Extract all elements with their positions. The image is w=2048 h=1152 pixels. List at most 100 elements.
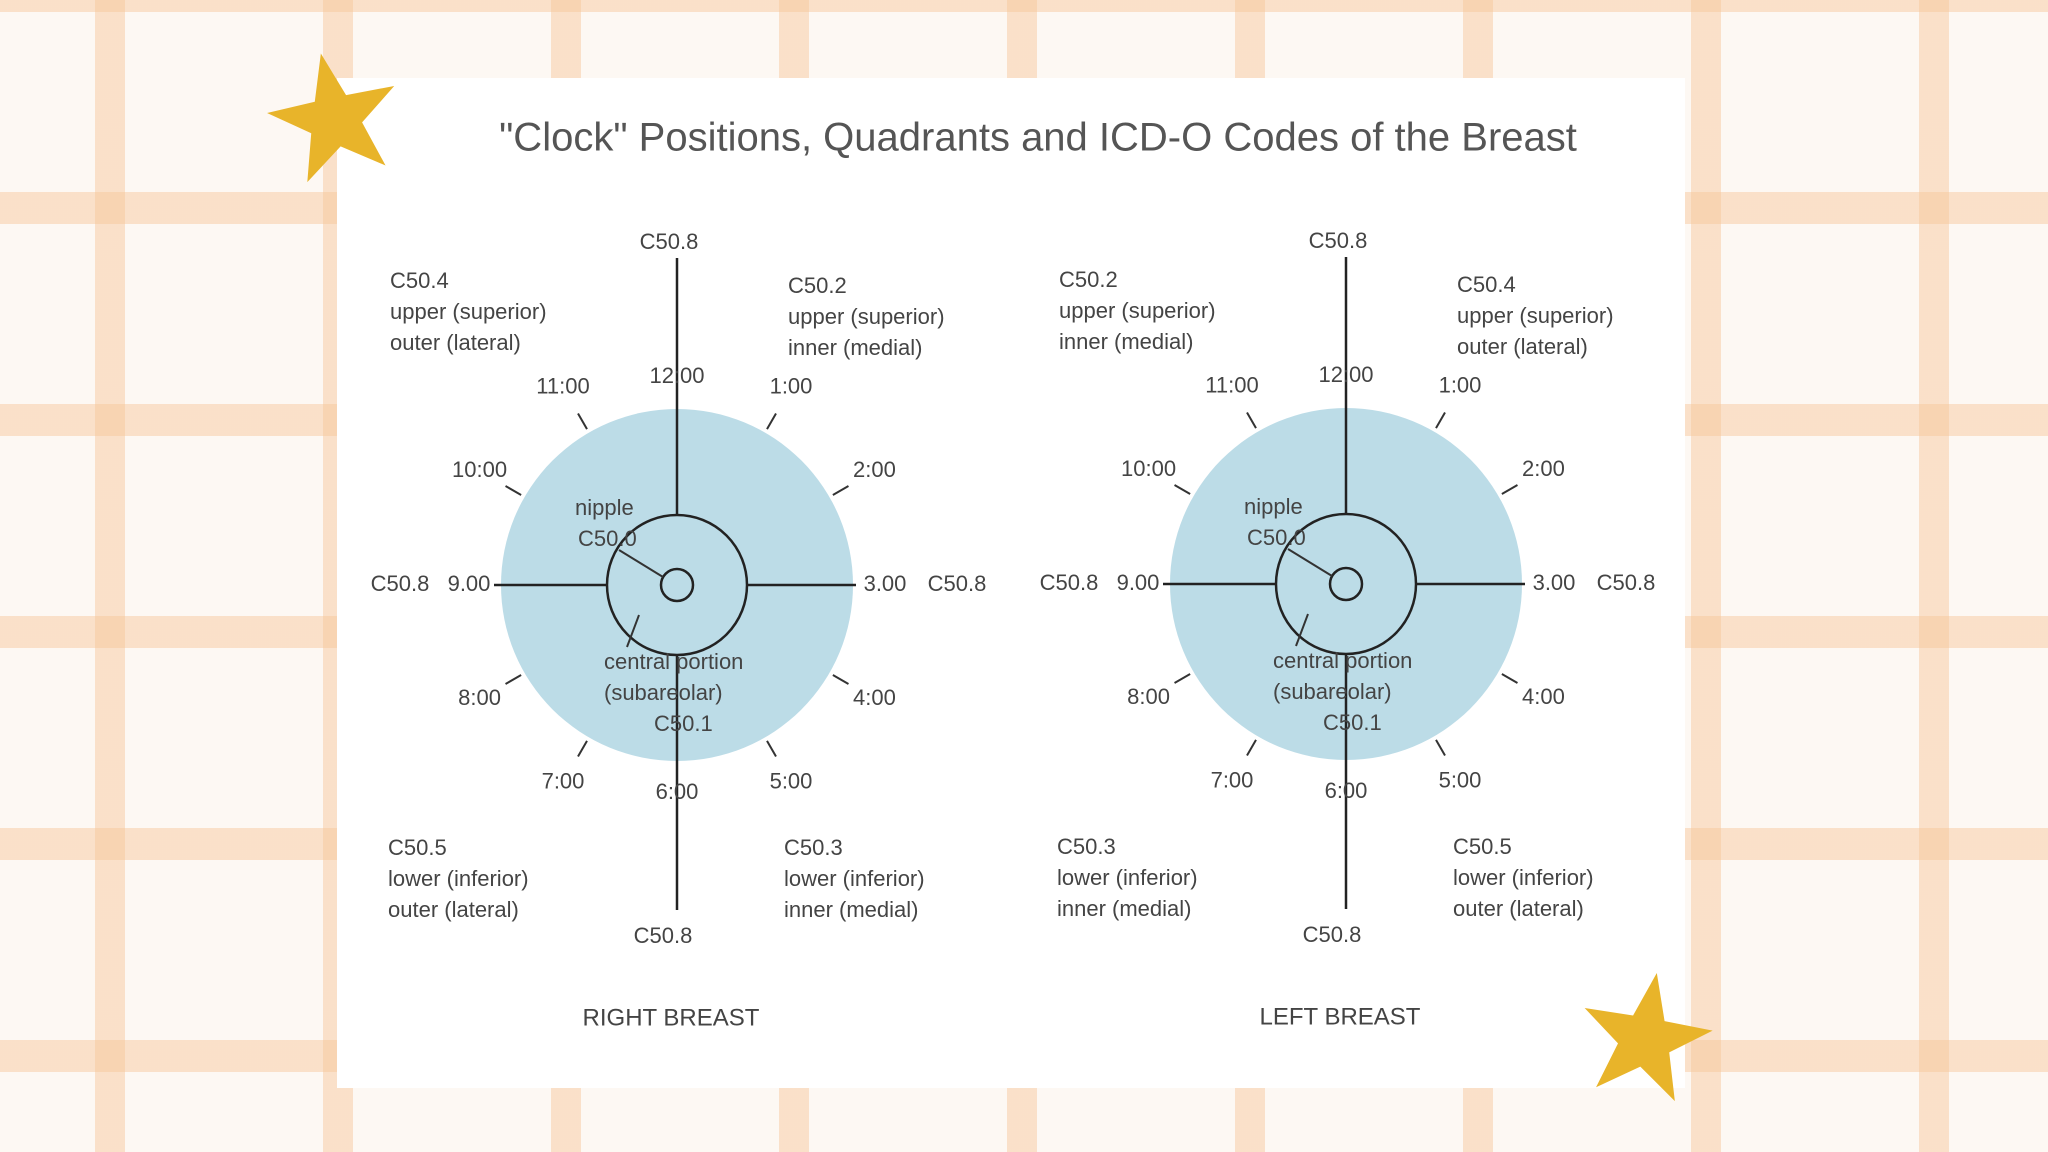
nipple-label: C50.0 xyxy=(1247,525,1306,550)
clock-tick xyxy=(1246,412,1257,429)
breast-diagram: 12:00 1:00 2:00 3.00 4:00 5:00 6:00 7:00 8:00 9.0… xyxy=(371,229,987,1032)
axis-code: C50.8 xyxy=(1597,570,1656,595)
quadrant-text: upper (superior) xyxy=(1059,298,1216,323)
nipple xyxy=(659,567,695,603)
central-label: C50.1 xyxy=(1323,710,1382,735)
clock-label: 12:00 xyxy=(1318,362,1373,387)
clock-label: 8:00 xyxy=(1127,684,1170,709)
axis-code: C50.8 xyxy=(1303,922,1362,947)
quadrant-text: inner (medial) xyxy=(1059,329,1194,354)
clock-tick xyxy=(766,413,777,430)
pointer xyxy=(1287,548,1333,577)
clock-label: 9.00 xyxy=(1117,570,1160,595)
clock-label: 1:00 xyxy=(770,373,813,398)
breast-caption: LEFT BREAST xyxy=(1260,1003,1421,1030)
clock-tick xyxy=(1435,739,1446,756)
clock-label: 3.00 xyxy=(864,571,907,596)
clock-label: 12:00 xyxy=(649,363,704,388)
clock-tick xyxy=(1435,412,1446,429)
clock-label: 9.00 xyxy=(448,571,491,596)
clock-tick xyxy=(832,674,849,685)
quadrant-text: outer (lateral) xyxy=(1457,334,1588,359)
star xyxy=(267,53,395,183)
axis-code: C50.8 xyxy=(1309,228,1368,253)
clock-label: 7:00 xyxy=(542,768,585,793)
breast-area xyxy=(1170,408,1522,760)
clock-label: 11:00 xyxy=(1205,372,1258,397)
quadrant-text: lower (inferior) xyxy=(1057,865,1198,890)
quadrant-text: inner (medial) xyxy=(1057,896,1192,921)
axis-code: C50.8 xyxy=(1040,570,1099,595)
title: "Clock" Positions, Quadrants and ICD-O C… xyxy=(499,116,1577,160)
central-label: central portion xyxy=(604,649,743,674)
central-label: (subareolar) xyxy=(1273,679,1392,704)
quadrant-text: inner (medial) xyxy=(788,335,923,360)
central-label: (subareolar) xyxy=(604,680,723,705)
quadrant-code: C50.2 xyxy=(788,273,847,298)
clock-label: 3.00 xyxy=(1533,570,1576,595)
clock-label: 10:00 xyxy=(452,457,507,482)
quadrant-code: C50.5 xyxy=(388,835,447,860)
clock-label: 4:00 xyxy=(853,685,896,710)
star xyxy=(1584,973,1713,1102)
breast-caption: RIGHT BREAST xyxy=(583,1004,760,1031)
central-label: central portion xyxy=(1273,648,1412,673)
clock-label: 5:00 xyxy=(770,768,813,793)
quadrant-text: upper (superior) xyxy=(1457,303,1614,328)
axis-code: C50.8 xyxy=(634,923,693,948)
quadrant-code: C50.3 xyxy=(784,835,843,860)
breast-area xyxy=(501,409,853,761)
quadrant-code: C50.5 xyxy=(1453,834,1512,859)
clock-label: 7:00 xyxy=(1211,767,1254,792)
quadrant-text: upper (superior) xyxy=(788,304,945,329)
clock-label: 8:00 xyxy=(458,685,501,710)
nipple-label: C50.0 xyxy=(578,526,637,551)
clock-label: 4:00 xyxy=(1522,684,1565,709)
clock-label: 6:00 xyxy=(1325,778,1368,803)
axis-code: C50.8 xyxy=(640,229,699,254)
clock-tick xyxy=(577,413,588,430)
quadrant-text: lower (inferior) xyxy=(784,866,925,891)
quadrant-code: C50.2 xyxy=(1059,267,1118,292)
quadrant-text: lower (inferior) xyxy=(388,866,529,891)
quadrant-code: C50.4 xyxy=(1457,272,1516,297)
quadrant-text: outer (lateral) xyxy=(390,330,521,355)
diagrams: 12:00 1:00 2:00 3.00 4:00 5:00 6:00 7:00 8:00 9.0… xyxy=(371,228,1656,1032)
quadrant-text: upper (superior) xyxy=(390,299,547,324)
clock-label: 2:00 xyxy=(1522,456,1565,481)
clock-tick xyxy=(1246,739,1257,756)
clock-tick xyxy=(505,485,522,496)
clock-tick xyxy=(766,740,777,757)
clock-label: 10:00 xyxy=(1121,456,1176,481)
clock-label: 11:00 xyxy=(536,373,589,398)
quadrant-text: outer (lateral) xyxy=(1453,896,1584,921)
clock-tick xyxy=(1501,484,1518,495)
quadrant-code: C50.4 xyxy=(390,268,449,293)
quadrant-text: lower (inferior) xyxy=(1453,865,1594,890)
breast-diagram: 12:00 1:00 2:00 3.00 4:00 5:00 6:00 7:00 8:00 9.0… xyxy=(1040,228,1656,1031)
clock-label: 6:00 xyxy=(656,779,699,804)
quadrant-code: C50.3 xyxy=(1057,834,1116,859)
nipple xyxy=(1328,566,1364,602)
quadrant-text: outer (lateral) xyxy=(388,897,519,922)
clock-tick xyxy=(832,485,849,496)
clock-tick xyxy=(1501,673,1518,684)
clock-label: 5:00 xyxy=(1439,767,1482,792)
clock-tick xyxy=(1174,673,1191,684)
nipple-label: nipple xyxy=(575,495,634,520)
central-label: C50.1 xyxy=(654,711,713,736)
pointer xyxy=(626,614,640,648)
nipple-label: nipple xyxy=(1244,494,1303,519)
quadrant-text: inner (medial) xyxy=(784,897,919,922)
axis-code: C50.8 xyxy=(371,571,430,596)
clock-label: 1:00 xyxy=(1439,372,1482,397)
clock-tick xyxy=(1174,484,1191,495)
clock-tick xyxy=(577,740,588,757)
axis-code: C50.8 xyxy=(928,571,987,596)
clock-label: 2:00 xyxy=(853,457,896,482)
pointer xyxy=(1295,613,1309,647)
pointer xyxy=(618,549,664,578)
clock-tick xyxy=(505,674,522,685)
